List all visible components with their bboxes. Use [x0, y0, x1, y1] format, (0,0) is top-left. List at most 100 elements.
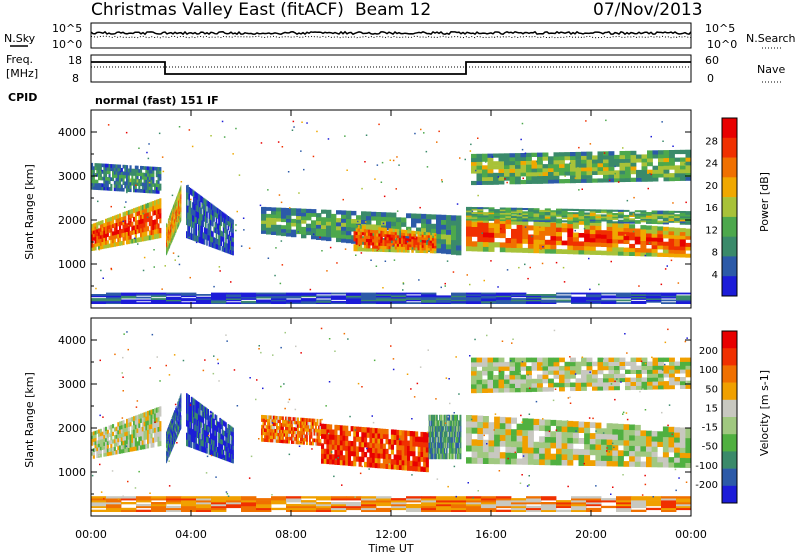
data-cell — [380, 239, 383, 243]
data-cell — [277, 439, 280, 443]
data-cell — [374, 248, 377, 252]
data-cell — [134, 182, 137, 186]
data-cell — [141, 204, 144, 210]
data-cell — [403, 235, 406, 239]
data-cell — [196, 407, 199, 414]
data-cell — [542, 164, 549, 169]
data-cell — [108, 221, 111, 226]
data-cell — [326, 429, 330, 435]
data-cell — [661, 295, 677, 298]
data-cell — [101, 230, 104, 235]
data-cell — [167, 238, 169, 243]
data-cell — [241, 292, 257, 295]
data-cell — [216, 213, 219, 219]
data-cell — [170, 223, 172, 228]
data-cell — [127, 435, 130, 440]
data-cell — [346, 302, 362, 304]
data-cell — [429, 414, 431, 421]
data-cell — [189, 427, 192, 435]
data-cell — [445, 425, 447, 432]
data-cell — [640, 248, 647, 253]
data-cell — [154, 219, 157, 225]
data-cell — [143, 204, 146, 210]
data-cell — [210, 236, 213, 242]
data-cell — [101, 186, 104, 191]
data-cell — [178, 204, 180, 209]
data-cell — [193, 423, 195, 431]
data-cell — [176, 416, 178, 422]
noise-speck — [292, 120, 295, 123]
data-cell — [544, 442, 551, 449]
data-cell — [115, 226, 118, 231]
data-cell — [195, 430, 198, 438]
data-cell — [211, 300, 227, 303]
data-cell — [282, 426, 284, 430]
data-cell — [214, 243, 217, 249]
data-cell — [449, 431, 451, 438]
data-cell — [578, 245, 585, 251]
data-cell — [556, 420, 562, 427]
data-cell — [101, 438, 104, 443]
data-cell — [140, 169, 143, 173]
data-cell — [374, 236, 377, 240]
data-cell — [415, 231, 418, 235]
data-cell — [170, 427, 172, 432]
data-cell — [120, 216, 123, 222]
data-cell — [140, 418, 143, 423]
data-cell — [357, 247, 361, 252]
data-cell — [295, 427, 298, 431]
data-cell — [487, 161, 494, 166]
data-cell — [92, 434, 95, 439]
data-cell — [213, 210, 215, 217]
data-cell — [285, 429, 287, 434]
noise-speck — [574, 177, 577, 179]
data-cell — [606, 242, 613, 248]
data-cell — [266, 217, 272, 221]
data-cell — [108, 173, 111, 178]
noise-speck — [414, 132, 416, 135]
data-cell — [516, 429, 523, 436]
data-cell — [147, 212, 150, 218]
data-cell — [608, 158, 615, 164]
data-cell — [190, 415, 193, 423]
data-cell — [174, 421, 176, 427]
data-cell — [679, 228, 686, 233]
y-tick-label: 1000 — [58, 258, 86, 271]
data-cell — [218, 244, 220, 251]
data-cell — [369, 447, 373, 453]
data-cell — [197, 402, 200, 409]
data-cell — [334, 454, 338, 460]
data-cell — [357, 241, 361, 245]
data-cell — [496, 300, 512, 303]
data-cell — [595, 229, 602, 235]
data-cell — [361, 451, 365, 458]
data-cell — [631, 302, 647, 304]
data-cell — [376, 296, 392, 299]
data-cell — [276, 422, 278, 427]
data-cell — [494, 214, 501, 217]
data-cell — [220, 210, 222, 217]
data-cell — [581, 159, 587, 164]
data-cell — [127, 181, 130, 186]
data-cell — [539, 459, 546, 466]
data-cell — [129, 234, 132, 240]
data-cell — [300, 434, 302, 438]
data-cell — [208, 202, 211, 208]
data-cell — [190, 207, 193, 215]
data-cell — [398, 444, 402, 451]
noise-speck — [392, 159, 395, 162]
data-cell — [409, 435, 413, 442]
data-cell — [321, 224, 327, 229]
data-cell — [435, 431, 437, 438]
data-cell — [398, 243, 402, 247]
data-cell — [617, 211, 624, 214]
data-cell — [515, 168, 521, 173]
data-cell — [99, 245, 102, 250]
data-cell — [177, 401, 179, 406]
data-cell — [431, 247, 435, 251]
data-cell — [194, 216, 196, 223]
noise-speck — [289, 207, 291, 209]
data-cell — [268, 431, 271, 436]
data-cell — [141, 236, 144, 242]
data-cell — [388, 234, 392, 238]
